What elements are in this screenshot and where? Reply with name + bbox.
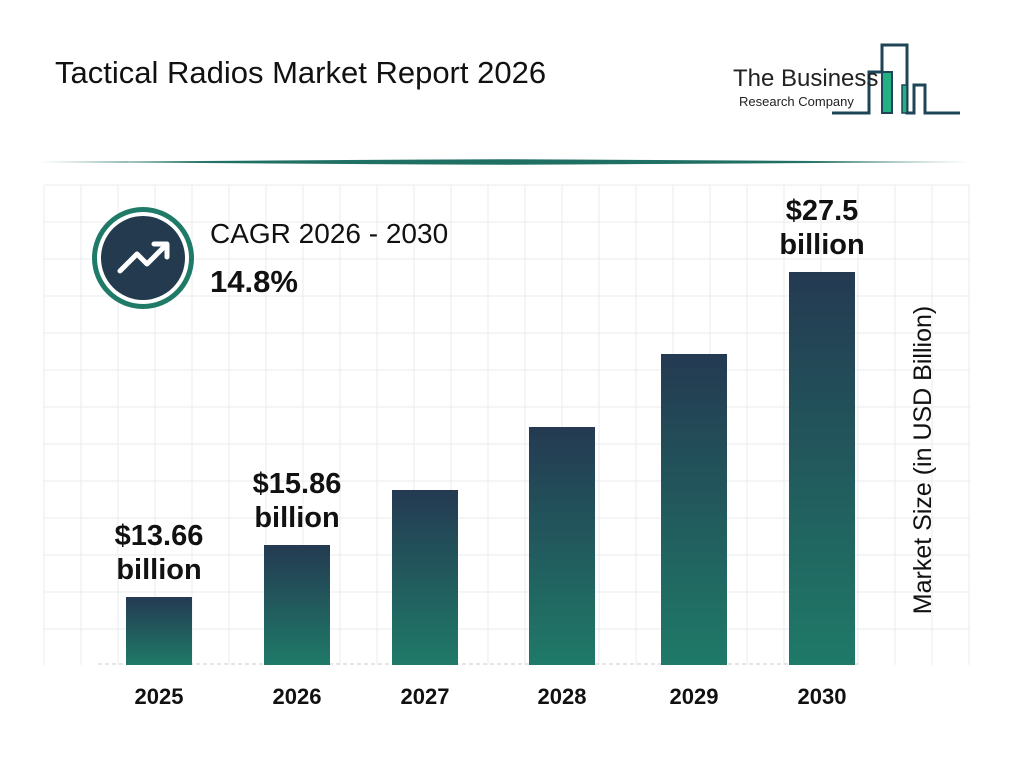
bar-2026 — [264, 545, 330, 665]
bar-2030 — [789, 272, 855, 665]
trending-up-icon — [117, 241, 170, 274]
x-tick-label: 2028 — [537, 684, 587, 709]
bar-2025 — [126, 597, 192, 665]
x-tick-label: 2029 — [669, 684, 719, 709]
data-label-line: billion — [254, 502, 340, 535]
data-label: $13.66 billion — [104, 519, 214, 587]
header-divider — [40, 159, 970, 165]
data-label-line: billion — [116, 554, 202, 586]
cagr-badge — [92, 207, 194, 309]
data-label: $15.86 billion — [242, 467, 352, 535]
x-tick-label: 2027 — [400, 684, 450, 709]
logo-buildings-icon — [832, 43, 960, 115]
bar-2029 — [661, 354, 727, 665]
logo-text: The Business — [733, 65, 879, 92]
bar-2027 — [392, 490, 458, 665]
data-label-line: billion — [779, 229, 865, 261]
cagr-label: CAGR 2026 - 2030 — [210, 218, 449, 249]
x-tick-label: 2026 — [272, 684, 322, 709]
x-tick-label: 2030 — [797, 684, 847, 709]
data-label-line: $13.66 — [114, 520, 204, 552]
data-label-line: $15.86 — [252, 468, 342, 501]
data-label-line: $27.5 — [785, 195, 859, 227]
page-title: Tactical Radios Market Report 2026 — [55, 55, 547, 90]
logo-subtext: Research Company — [739, 94, 854, 109]
bar-2028 — [529, 426, 595, 665]
cagr-value: 14.8% — [210, 264, 298, 299]
y-axis-label: Market Size (in USD Billion) — [909, 305, 937, 615]
x-tick-label: 2025 — [134, 684, 184, 709]
data-label: $27.5 billion — [767, 194, 877, 262]
